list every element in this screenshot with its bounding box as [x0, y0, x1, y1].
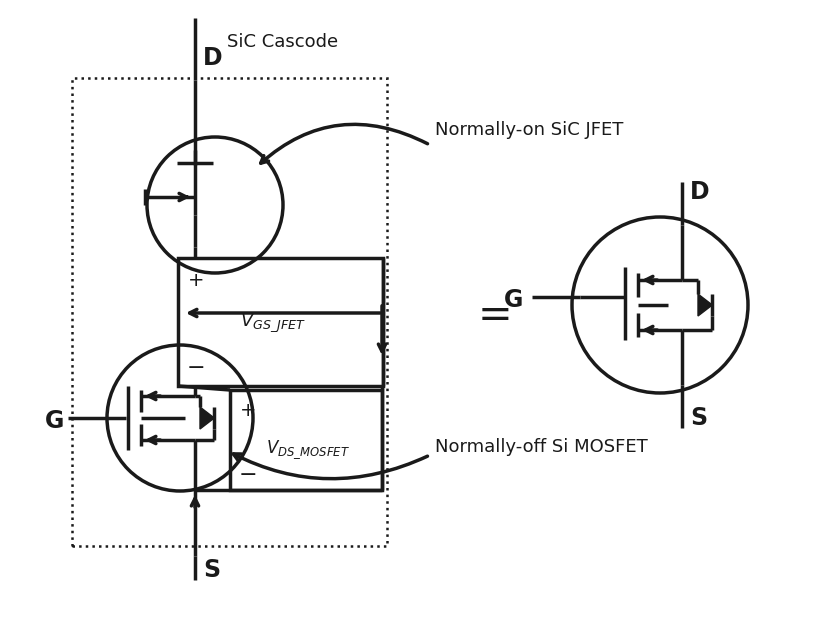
Text: $V_{DS\_MOSFET}$: $V_{DS\_MOSFET}$: [266, 439, 350, 461]
Text: S: S: [203, 558, 220, 582]
Text: D: D: [203, 46, 223, 70]
Bar: [72, 78, 387, 546]
Text: +: +: [240, 401, 256, 420]
Polygon shape: [200, 407, 215, 429]
Text: $V_{GS\_JFET}$: $V_{GS\_JFET}$: [240, 311, 306, 334]
Polygon shape: [698, 294, 712, 316]
Text: =: =: [478, 294, 513, 336]
Text: −: −: [187, 358, 205, 378]
Text: Normally-on SiC JFET: Normally-on SiC JFET: [435, 121, 624, 139]
Text: S: S: [690, 406, 707, 430]
Text: −: −: [239, 465, 257, 485]
Text: G: G: [45, 409, 64, 433]
Text: G: G: [504, 288, 524, 312]
Text: SiC Cascode: SiC Cascode: [227, 33, 338, 51]
Bar: [230, 390, 382, 490]
Text: D: D: [690, 180, 710, 204]
Text: Normally-off Si MOSFET: Normally-off Si MOSFET: [435, 438, 648, 456]
Bar: [178, 258, 383, 386]
Text: +: +: [188, 271, 205, 290]
